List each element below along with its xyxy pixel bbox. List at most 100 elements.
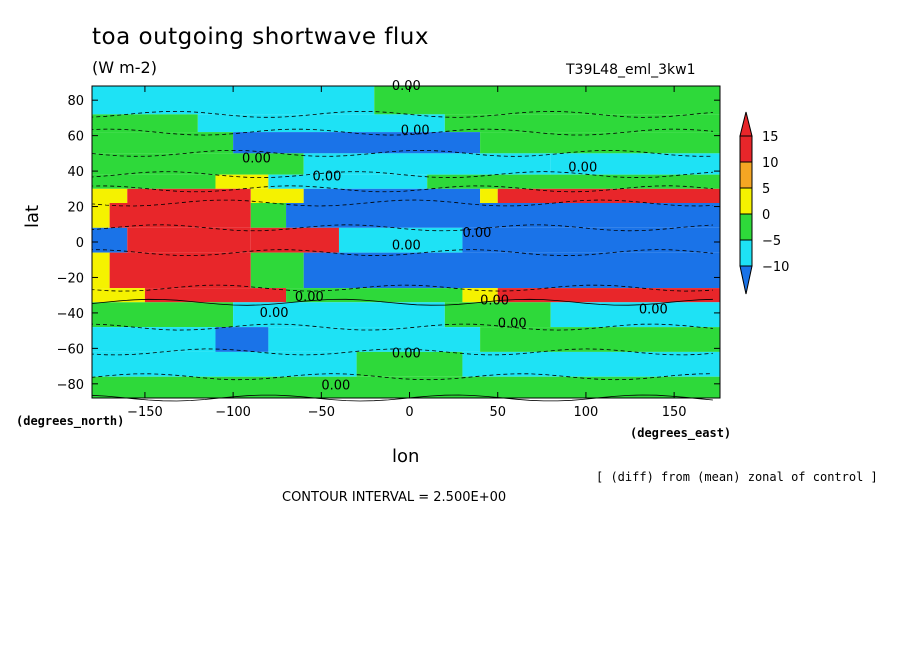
colorbar-label: 0 [762,208,770,223]
y-tick-label: −20 [57,271,84,286]
contour-line [91,110,713,118]
contour-line [91,249,713,257]
heatmap-cell [92,188,128,203]
heatmap-cell [92,288,145,303]
y-tick-label: 20 [67,201,84,216]
colorbar-label: −10 [762,260,789,275]
heatmap-cell [250,252,304,289]
x-tick-label: 0 [405,405,413,420]
colorbar-bottom-arrow [739,265,753,295]
contour-line [91,394,713,402]
contour-line [91,373,713,381]
colorbar-label: 15 [762,130,779,145]
contour-label: 0.00 [480,294,509,309]
x-axis-units: (degrees_east) [630,426,732,440]
heatmap-cell [92,203,110,228]
heatmap-cell [144,288,287,303]
heatmap-cell [92,174,216,189]
heatmap-cell [197,114,445,133]
heatmap-cell [92,351,357,377]
contour-label: 0.00 [401,123,430,138]
heatmap-cell [250,203,287,228]
heatmap-cell [427,174,720,189]
colorbar-label: 10 [762,156,779,171]
x-tick-label: −150 [127,405,163,420]
heatmap-cell [109,252,251,289]
contour-label: 0.00 [321,379,350,394]
y-tick-label: −40 [57,307,84,322]
heatmap-cell [92,252,110,289]
contour-label: 0.00 [462,226,491,241]
heatmap-cell [250,227,339,253]
contour-line [91,199,713,207]
y-tick-label: 40 [67,165,84,180]
contour-line [91,323,713,331]
heatmap-cell [497,288,720,303]
contour-label: 0.00 [568,161,597,176]
heatmap-cell [268,174,428,189]
heatmap-cell [480,188,498,203]
y-tick-label: −60 [57,342,84,357]
contour-label: 0.00 [242,152,271,167]
chart-units: (W m-2) [92,58,157,77]
x-axis-label: lon [392,446,420,467]
contour-label: 0.00 [498,317,527,332]
colorbar-label: 5 [762,182,770,197]
y-axis-units: (degrees_north) [16,414,125,428]
heatmap-cell [480,132,720,154]
y-tick-label: 60 [67,130,84,145]
heatmap-cell [303,188,481,203]
heatmap-cell [286,288,463,303]
heatmap-cell [462,227,720,253]
heatmap-cell [127,188,251,203]
heatmap-cell [286,203,720,228]
contour-label: 0.00 [295,290,324,305]
heatmap-cell [550,302,720,328]
heatmap-cell [215,174,269,189]
contour-label: 0.00 [260,306,289,321]
contour-label: 0.00 [639,302,668,317]
contour-label: 0.00 [313,169,342,184]
y-tick-label: 0 [76,236,84,251]
heatmap-cell [92,132,234,154]
heatmap-cell [338,227,463,253]
heatmap-cell [444,302,551,328]
diff-note: [ (diff) from (mean) zonal of control ] [596,470,878,484]
heatmap-cell [444,114,720,133]
contour-line [91,149,713,157]
heatmap-cell [92,302,234,328]
contour-line [91,128,713,136]
heatmap-cell [233,302,445,328]
contour-label: 0.00 [392,239,421,254]
x-tick-label: −50 [308,405,335,420]
heatmap-cell [233,132,481,154]
heatmap-cell [356,351,463,377]
heatmap-cell [92,227,128,253]
colorbar-swatch [739,213,753,241]
heatmap-cell [109,203,251,228]
x-tick-label: 100 [574,405,599,420]
x-tick-label: 50 [489,405,506,420]
colorbar-label: −5 [762,234,781,249]
x-tick-label: 150 [662,405,687,420]
heatmap-cell [92,153,304,175]
contour-line [91,224,713,232]
colorbar-swatch [739,187,753,215]
heatmap-cell [250,188,304,203]
heatmap-cell [268,327,481,352]
run-id-label: T39L48_eml_3kw1 [566,62,696,78]
y-tick-label: 80 [67,94,84,109]
heatmap-cell [462,351,720,377]
colorbar-swatch [739,135,753,163]
heatmap-cell [215,327,269,352]
heatmap-cell [92,114,198,133]
colorbar: 15 10 5 0 −5 −10 [739,111,789,295]
heatmap-cell [497,188,720,203]
heatmap-cell [374,86,720,115]
contour-lines [91,110,713,402]
contour-line [91,348,713,356]
colorbar-swatch [739,161,753,189]
heatmap-cell [127,227,251,253]
heatmap-cell [92,376,720,398]
